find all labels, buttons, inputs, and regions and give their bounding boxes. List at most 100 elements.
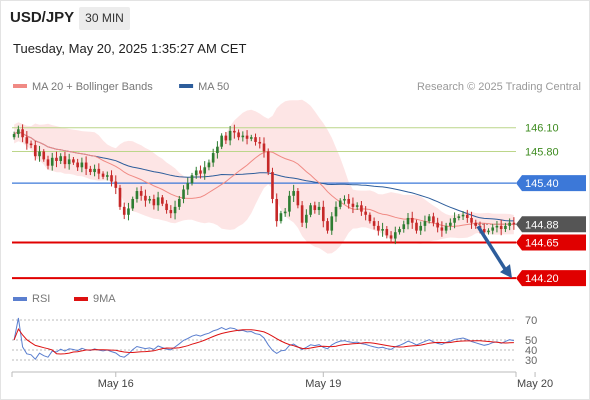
forecast-arrow-head bbox=[500, 264, 512, 279]
forecast-arrow bbox=[476, 225, 512, 279]
candle-body bbox=[440, 227, 444, 231]
candle bbox=[33, 140, 37, 161]
candle-body bbox=[76, 162, 79, 168]
candle bbox=[381, 222, 384, 237]
candle bbox=[402, 220, 406, 233]
candle-body bbox=[199, 170, 202, 174]
legend-label: MA 20 + Bollinger Bands bbox=[32, 81, 153, 93]
candle bbox=[118, 184, 122, 210]
rsi-ma-line bbox=[13, 327, 514, 355]
candle bbox=[432, 212, 435, 227]
candle bbox=[377, 220, 380, 236]
candle bbox=[199, 165, 202, 179]
candle bbox=[105, 171, 109, 181]
candle-body bbox=[279, 213, 283, 222]
candle bbox=[46, 155, 50, 170]
ma50-line bbox=[13, 131, 514, 222]
candle bbox=[80, 157, 84, 173]
candle-body bbox=[118, 187, 122, 207]
candle-body bbox=[156, 197, 160, 206]
candle-body bbox=[495, 225, 499, 228]
candle-body bbox=[148, 198, 151, 201]
rsi-legend-label: RSI bbox=[32, 293, 50, 305]
candle-body bbox=[245, 135, 249, 139]
candle-body bbox=[21, 129, 24, 138]
candle bbox=[165, 200, 168, 214]
candle-body bbox=[42, 151, 46, 160]
candle-body bbox=[432, 216, 435, 223]
candle bbox=[275, 193, 279, 227]
candle bbox=[279, 210, 283, 224]
candle-body bbox=[220, 135, 223, 147]
candle-body bbox=[360, 205, 363, 212]
candle bbox=[300, 201, 304, 227]
candle bbox=[444, 222, 448, 234]
candle bbox=[288, 190, 291, 217]
candle-body bbox=[177, 198, 181, 207]
rsi-legend: RSI 9MA bbox=[13, 293, 116, 305]
candle bbox=[12, 131, 16, 140]
timestamp: Tuesday, May 20, 2025 1:35:27 AM CET bbox=[13, 41, 247, 56]
candle bbox=[38, 145, 41, 162]
candle-body bbox=[389, 235, 393, 239]
x-axis: May 16 May 19 May 20 bbox=[11, 371, 553, 390]
candle-body bbox=[207, 162, 211, 168]
candle-body bbox=[110, 175, 113, 182]
candle-body bbox=[402, 224, 406, 230]
candle bbox=[194, 166, 198, 179]
candle bbox=[249, 134, 253, 142]
candle-body bbox=[72, 159, 75, 163]
candle-body bbox=[101, 173, 105, 177]
candle-body bbox=[173, 206, 177, 214]
candle bbox=[89, 165, 92, 176]
candle bbox=[110, 170, 113, 187]
candle bbox=[245, 130, 249, 145]
candle-body bbox=[224, 135, 228, 141]
candle bbox=[131, 196, 135, 211]
candle bbox=[122, 202, 126, 220]
support-tag bbox=[516, 234, 586, 251]
candle-body bbox=[84, 162, 88, 169]
candle bbox=[449, 218, 452, 231]
candle bbox=[372, 217, 376, 230]
candle-body bbox=[161, 197, 164, 204]
candle-body bbox=[457, 216, 461, 218]
candle-body bbox=[504, 225, 507, 230]
candle bbox=[127, 202, 130, 221]
candle-body bbox=[139, 191, 143, 196]
candle-body bbox=[241, 135, 245, 138]
candle bbox=[59, 153, 63, 164]
candle bbox=[169, 205, 173, 219]
candle-body bbox=[470, 217, 473, 223]
candle bbox=[224, 131, 228, 145]
candle bbox=[321, 200, 325, 228]
candle bbox=[262, 137, 266, 158]
candle-body bbox=[211, 153, 215, 163]
candle-body bbox=[228, 130, 232, 141]
candle bbox=[182, 185, 185, 204]
candle-body bbox=[377, 225, 380, 231]
timeframe-badge[interactable]: 30 MIN bbox=[79, 7, 130, 30]
candle-body bbox=[50, 157, 54, 166]
candle bbox=[461, 211, 465, 221]
candle-body bbox=[364, 211, 367, 215]
candle bbox=[453, 212, 456, 229]
candle bbox=[296, 188, 300, 209]
candle-body bbox=[461, 214, 465, 217]
candle-body bbox=[122, 206, 126, 215]
candle-body bbox=[487, 230, 490, 233]
candle-body bbox=[114, 181, 118, 188]
candle bbox=[508, 218, 511, 231]
candle bbox=[186, 177, 190, 195]
candle bbox=[419, 221, 423, 235]
rsi-legend-swatch bbox=[13, 297, 27, 301]
x-tick-label: May 20 bbox=[517, 378, 553, 390]
candle bbox=[427, 214, 431, 224]
candle-body bbox=[131, 198, 135, 209]
candle-body bbox=[46, 159, 50, 166]
candle bbox=[368, 212, 372, 224]
candle bbox=[50, 152, 54, 171]
candlesticks bbox=[12, 124, 516, 245]
candle-body bbox=[436, 222, 439, 228]
